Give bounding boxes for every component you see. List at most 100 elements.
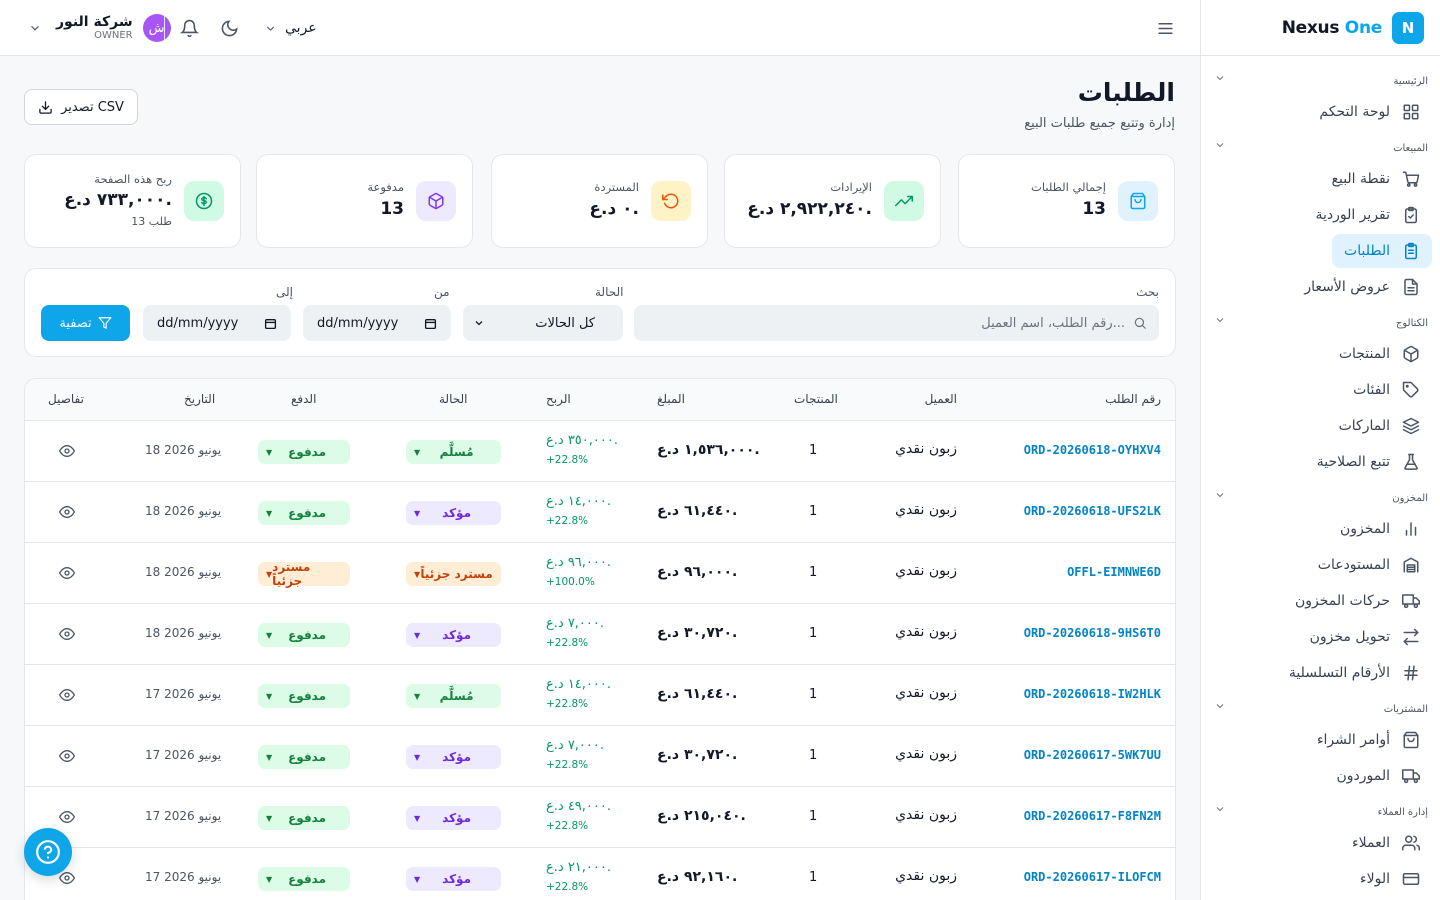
to-date-input[interactable]: dd/mm/yyyy [143,305,291,341]
trending-up-icon [895,195,913,207]
chevron-down-icon [1214,489,1226,504]
sidebar-item[interactable]: حركات المخزون [1283,584,1432,618]
table-row[interactable]: ORD-20260618-IW2HLK زبون نقدي 1 ٦١,٤٤٠ د.ع.… [25,665,1175,726]
th-order: رقم الطلب [1105,392,1161,406]
nav-section[interactable]: الرئيسية [1200,72,1440,92]
truck-icon [1402,594,1420,609]
status-dropdown[interactable]: ▼ مؤكد [406,623,501,647]
payment-dropdown[interactable]: ▼ مسترد جزئياً [258,560,350,588]
order-number-link[interactable]: ORD-20260618-OYHXV4 [1023,443,1161,457]
sidebar-item[interactable]: تحويل مخزون [1298,620,1432,654]
bar-chart-icon [1405,522,1417,536]
nav-section[interactable]: المبيعات [1200,139,1440,159]
sidebar-item[interactable]: الولاء [1348,862,1432,896]
profit-percent: +22.8% [546,698,589,710]
account-menu[interactable]: شركة النور OWNER ش [28,0,171,56]
sidebar-item[interactable]: المنتجات [1327,337,1432,371]
search-placeholder: رقم الطلب، اسم العميل... [981,315,1125,331]
payment-dropdown[interactable]: ▼ مدفوع [258,623,350,647]
payment-dropdown[interactable]: ▼ مدفوع [258,745,350,769]
sidebar-item[interactable]: أوامر الشراء [1305,723,1432,757]
brand[interactable]: Nexus One N [1201,0,1440,56]
view-details-button[interactable] [58,687,76,703]
moon-icon [221,19,238,36]
table-row[interactable]: ORD-20260618-9HS6T0 زبون نقدي 1 ٣٠,٧٢٠ د.ع.… [25,604,1175,665]
sidebar-item[interactable]: الطلبات [1332,234,1432,268]
order-number-link[interactable]: ORD-20260617-ILOFCM [1023,870,1161,884]
sidebar-item[interactable]: الماركات [1327,409,1432,443]
order-number-link[interactable]: ORD-20260617-F8FN2M [1023,809,1161,823]
package-icon [428,192,444,210]
sidebar-item-label: لوحة التحكم [1319,104,1390,120]
payment-dropdown[interactable]: ▼ مدفوع [258,501,350,525]
stat-card: مدفوعة 13 [256,154,473,248]
nav-section-title: الكتالوج [1395,318,1428,329]
sidebar-item[interactable]: الفئات [1341,373,1432,407]
sidebar-item[interactable]: عروض الأسعار [1292,270,1432,304]
status-dropdown[interactable]: ▼ مُسلَّم [406,440,501,464]
status-dropdown[interactable]: ▼ مُسلَّم [406,684,501,708]
nav-section[interactable]: المخزون [1200,489,1440,509]
payment-dropdown[interactable]: ▼ مدفوع [258,867,350,891]
table-row[interactable]: ORD-20260618-OYHXV4 زبون نقدي 1 ١,٥٣٦,٠٠٠ د… [25,421,1175,482]
view-details-button[interactable] [58,626,76,642]
language-selector[interactable]: عربي [264,0,317,56]
status-dropdown[interactable]: ▼ مؤكد [406,745,501,769]
nav-section[interactable]: المشتريات [1200,700,1440,720]
order-number-link[interactable]: ORD-20260618-IW2HLK [1023,687,1161,701]
view-details-button[interactable] [58,748,76,764]
account-role: OWNER [94,30,133,42]
order-number-link[interactable]: ORD-20260617-5WK7UU [1023,748,1161,762]
sidebar-item[interactable]: لوحة التحكم [1307,95,1432,129]
view-details-button[interactable] [58,504,76,520]
sidebar-item[interactable]: تتبع الصلاحية [1305,445,1432,479]
brand-name: Nexus One [1281,17,1383,38]
export-csv-button[interactable]: تصدير CSV [24,89,138,125]
from-date-input[interactable]: dd/mm/yyyy [303,305,451,341]
table-row[interactable]: ORD-20260617-ILOFCM زبون نقدي 1 ٩٢,١٦٠ د.ع.… [25,848,1175,900]
sidebar-item[interactable]: نقطة البيع [1320,162,1432,196]
search-input[interactable]: رقم الطلب، اسم العميل... [634,305,1159,341]
order-number-link[interactable]: ORD-20260618-UFS2LK [1023,504,1161,518]
sidebar-item-label: الماركات [1338,418,1390,434]
sidebar-item[interactable]: المخزون [1328,512,1432,546]
sidebar-item[interactable]: العملاء [1340,826,1432,860]
theme-toggle[interactable] [220,0,239,56]
status-select[interactable]: كل الحالات [463,305,623,341]
order-amount: ٦١,٤٤٠ د.ع. [657,503,738,519]
status-dropdown[interactable]: ▼ مؤكد [406,501,501,525]
bag-icon [1130,192,1146,210]
sidebar-item[interactable]: الموردون [1324,759,1432,793]
menu-toggle[interactable] [1156,0,1175,56]
sidebar-item-label: الأرقام التسلسلية [1288,665,1390,681]
view-details-button[interactable] [58,565,76,581]
sidebar-item[interactable]: تقرير الوردية [1303,198,1432,232]
layers-icon [1402,417,1420,435]
view-details-button[interactable] [58,870,76,886]
view-details-button[interactable] [58,809,76,825]
nav-section[interactable]: إدارة العملاء [1200,803,1440,823]
filter-button-label: تصفية [59,315,92,331]
status-dropdown[interactable]: ▼ مؤكد [406,867,501,891]
notifications-button[interactable] [180,0,199,56]
status-value: مُسلَّم [439,445,474,459]
table-row[interactable]: ORD-20260617-F8FN2M زبون نقدي 1 ٢١٥,٠٤٠ د.ع… [25,787,1175,848]
table-row[interactable]: ORD-20260617-5WK7UU زبون نقدي 1 ٣٠,٧٢٠ د.ع.… [25,726,1175,787]
payment-dropdown[interactable]: ▼ مدفوع [258,440,350,464]
sidebar-item[interactable]: الأرقام التسلسلية [1277,656,1432,690]
order-number-link[interactable]: OFFL-EIMNWE6D [1067,565,1161,579]
eye-icon [58,688,76,702]
order-date: 18 يونيو 2026 [145,443,222,457]
nav-section[interactable]: الكتالوج [1200,314,1440,334]
table-row[interactable]: OFFL-EIMNWE6D زبون نقدي 1 ٩٦,٠٠٠ د.ع. ٩٦,٠٠٠… [25,543,1175,604]
payment-dropdown[interactable]: ▼ مدفوع [258,684,350,708]
help-button[interactable] [24,828,72,876]
status-dropdown[interactable]: ▼ مسترد جزئياً [406,562,501,586]
payment-dropdown[interactable]: ▼ مدفوع [258,806,350,830]
sidebar-item[interactable]: المستودعات [1306,548,1432,582]
order-number-link[interactable]: ORD-20260618-9HS6T0 [1023,626,1161,640]
table-row[interactable]: ORD-20260618-UFS2LK زبون نقدي 1 ٦١,٤٤٠ د.ع.… [25,482,1175,543]
view-details-button[interactable] [58,443,76,459]
filter-button[interactable]: تصفية [41,305,130,341]
status-dropdown[interactable]: ▼ مؤكد [406,806,501,830]
